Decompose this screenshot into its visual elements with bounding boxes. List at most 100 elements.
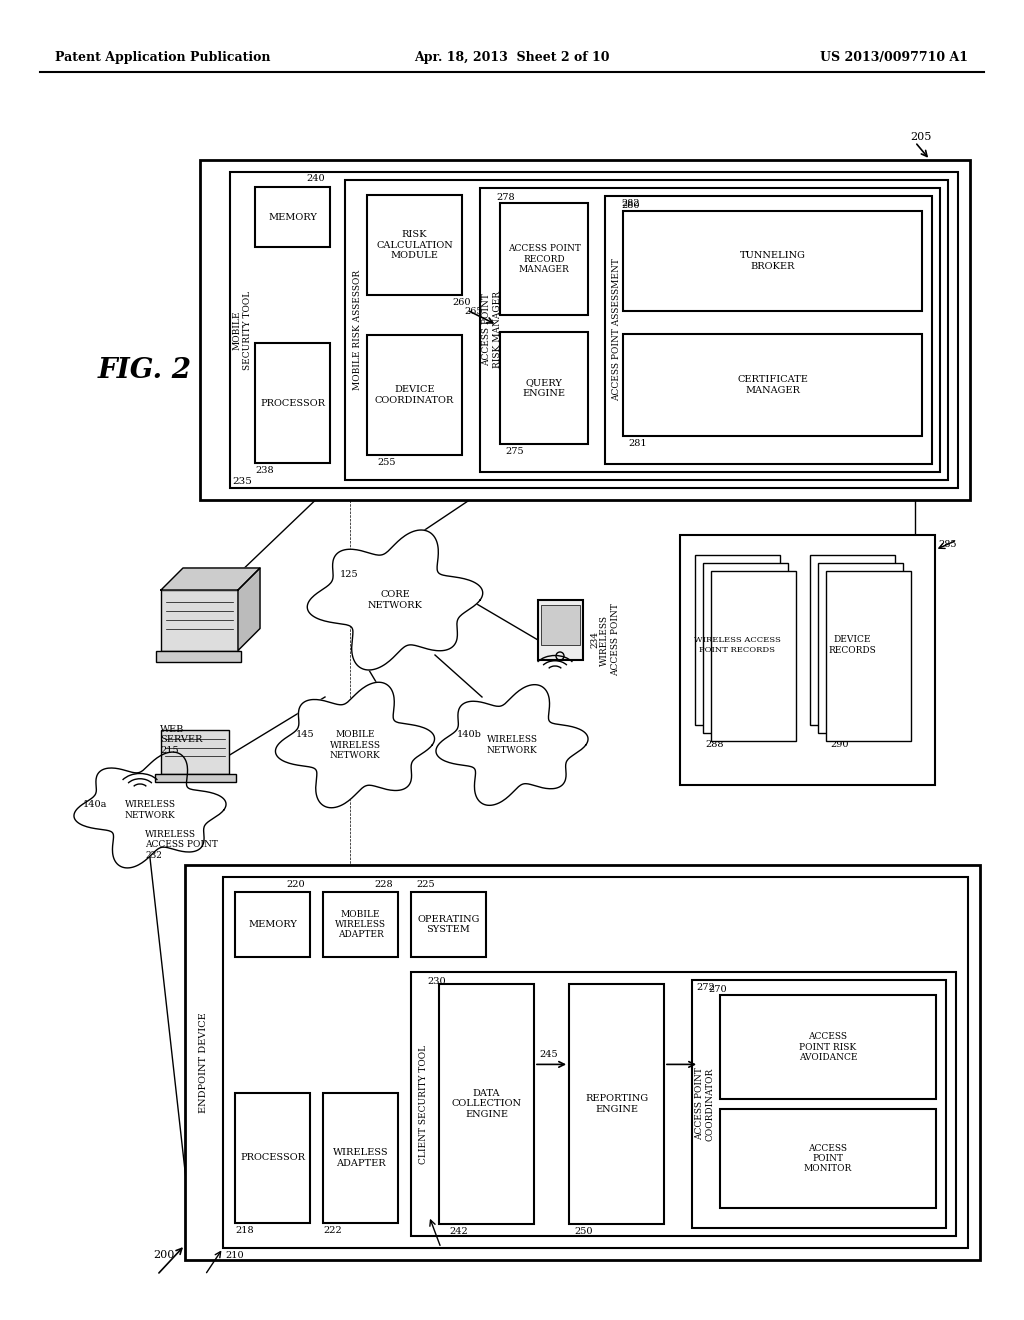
Bar xyxy=(155,774,236,781)
Bar xyxy=(156,651,242,661)
Bar xyxy=(541,605,580,645)
Text: 200: 200 xyxy=(154,1250,175,1261)
Bar xyxy=(255,343,330,463)
Bar xyxy=(623,211,922,312)
Text: MOBILE
WIRELESS
NETWORK: MOBILE WIRELESS NETWORK xyxy=(330,730,381,760)
Text: 225: 225 xyxy=(416,880,434,888)
Text: CLIENT SECURITY TOOL: CLIENT SECURITY TOOL xyxy=(420,1044,428,1163)
Bar xyxy=(695,554,780,725)
Bar xyxy=(480,187,940,473)
Text: 280: 280 xyxy=(621,201,640,210)
Text: DEVICE
RECORDS: DEVICE RECORDS xyxy=(828,635,876,655)
Bar xyxy=(255,187,330,247)
Bar xyxy=(200,160,970,500)
Bar xyxy=(569,983,664,1224)
Text: WIRELESS
NETWORK: WIRELESS NETWORK xyxy=(125,800,175,820)
Bar xyxy=(720,995,936,1100)
Bar xyxy=(439,983,534,1224)
Text: Apr. 18, 2013  Sheet 2 of 10: Apr. 18, 2013 Sheet 2 of 10 xyxy=(415,50,609,63)
Text: WIRELESS
NETWORK: WIRELESS NETWORK xyxy=(486,735,538,755)
Text: 270: 270 xyxy=(708,985,727,994)
Polygon shape xyxy=(275,682,434,808)
Text: TUNNELING
BROKER: TUNNELING BROKER xyxy=(739,251,806,271)
Text: ACCESS POINT ASSESSMENT: ACCESS POINT ASSESSMENT xyxy=(612,259,622,401)
Bar xyxy=(826,572,911,741)
Text: WIRELESS
ACCESS POINT
232: WIRELESS ACCESS POINT 232 xyxy=(145,830,218,859)
Bar xyxy=(367,335,462,455)
Text: 240: 240 xyxy=(306,174,325,183)
Text: 228: 228 xyxy=(375,880,393,888)
Text: ACCESS POINT
RISK MANAGER: ACCESS POINT RISK MANAGER xyxy=(482,292,502,368)
Bar xyxy=(411,972,956,1236)
Bar xyxy=(230,172,958,488)
Text: DEVICE
COORDINATOR: DEVICE COORDINATOR xyxy=(375,385,454,405)
Text: MEMORY: MEMORY xyxy=(268,213,317,222)
Text: WIRELESS ACCESS
POINT RECORDS: WIRELESS ACCESS POINT RECORDS xyxy=(693,636,780,653)
Polygon shape xyxy=(74,752,226,869)
Text: 255: 255 xyxy=(377,458,395,467)
Text: 140a: 140a xyxy=(83,800,108,809)
Text: PROCESSOR: PROCESSOR xyxy=(260,399,325,408)
Text: WEB
SERVER
215: WEB SERVER 215 xyxy=(160,725,203,755)
Text: 125: 125 xyxy=(340,570,358,579)
Text: DATA
COLLECTION
ENGINE: DATA COLLECTION ENGINE xyxy=(452,1089,521,1119)
Text: 222: 222 xyxy=(323,1226,342,1236)
Text: MOBILE
SECURITY TOOL: MOBILE SECURITY TOOL xyxy=(232,290,252,370)
Text: 145: 145 xyxy=(296,730,314,739)
Text: RISK
CALCULATION
MODULE: RISK CALCULATION MODULE xyxy=(376,230,453,260)
Polygon shape xyxy=(436,685,588,805)
Text: 245: 245 xyxy=(539,1051,558,1060)
Bar xyxy=(500,203,588,315)
Text: REPORTING
ENGINE: REPORTING ENGINE xyxy=(585,1094,648,1114)
Text: 242: 242 xyxy=(449,1228,468,1236)
Text: Patent Application Publication: Patent Application Publication xyxy=(55,50,270,63)
Polygon shape xyxy=(161,568,260,590)
Polygon shape xyxy=(307,531,482,671)
Text: 272: 272 xyxy=(696,983,715,993)
Text: 218: 218 xyxy=(234,1226,254,1236)
Text: 288: 288 xyxy=(705,741,724,748)
Text: 220: 220 xyxy=(287,880,305,888)
Text: US 2013/0097710 A1: US 2013/0097710 A1 xyxy=(820,50,968,63)
Text: ACCESS POINT
COORDINATOR: ACCESS POINT COORDINATOR xyxy=(695,1068,715,1140)
Text: CERTIFICATE
MANAGER: CERTIFICATE MANAGER xyxy=(737,375,808,395)
Bar xyxy=(538,601,583,660)
Bar xyxy=(161,730,228,774)
Text: PROCESSOR: PROCESSOR xyxy=(240,1154,305,1163)
Text: 278: 278 xyxy=(496,193,515,202)
Text: 230: 230 xyxy=(427,977,445,986)
Bar xyxy=(810,554,895,725)
Bar xyxy=(703,564,788,733)
Text: CORE
NETWORK: CORE NETWORK xyxy=(368,590,423,610)
Text: MOBILE RISK ASSESSOR: MOBILE RISK ASSESSOR xyxy=(353,269,362,391)
Text: 290: 290 xyxy=(830,741,849,748)
Text: ACCESS POINT
RECORD
MANAGER: ACCESS POINT RECORD MANAGER xyxy=(508,244,581,275)
Bar xyxy=(818,564,903,733)
Text: ACCESS
POINT
MONITOR: ACCESS POINT MONITOR xyxy=(804,1143,852,1173)
Bar xyxy=(720,1109,936,1208)
Text: FIG. 2: FIG. 2 xyxy=(98,356,193,384)
Text: QUERY
ENGINE: QUERY ENGINE xyxy=(522,379,565,397)
Bar xyxy=(711,572,796,741)
Bar xyxy=(223,876,968,1247)
Polygon shape xyxy=(238,568,260,651)
Text: 210: 210 xyxy=(225,1251,244,1261)
Bar xyxy=(692,979,946,1228)
Bar xyxy=(323,1093,398,1224)
Text: MOBILE
WIRELESS
ADAPTER: MOBILE WIRELESS ADAPTER xyxy=(335,909,386,940)
Bar xyxy=(680,535,935,785)
Bar xyxy=(185,865,980,1261)
Text: OPERATING
SYSTEM: OPERATING SYSTEM xyxy=(418,915,479,935)
Text: 282: 282 xyxy=(621,199,640,209)
Text: 140b: 140b xyxy=(457,730,482,739)
Text: 234
WIRELESS
ACCESS POINT: 234 WIRELESS ACCESS POINT xyxy=(590,603,620,676)
Text: 238: 238 xyxy=(255,466,273,475)
Bar xyxy=(234,1093,310,1224)
Bar xyxy=(234,892,310,957)
Bar xyxy=(161,590,238,651)
Bar xyxy=(411,892,486,957)
Text: 235: 235 xyxy=(232,477,252,486)
Text: 260: 260 xyxy=(452,298,470,308)
Text: 265: 265 xyxy=(464,308,482,315)
Bar xyxy=(345,180,948,480)
